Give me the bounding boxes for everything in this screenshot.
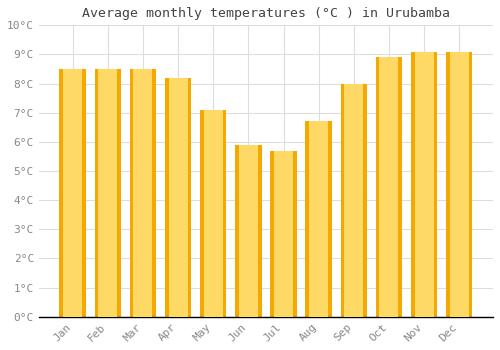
Bar — [165, 78, 191, 317]
Bar — [94, 69, 121, 317]
Bar — [450, 51, 468, 317]
Bar — [63, 69, 82, 317]
Bar — [60, 69, 86, 317]
Bar — [309, 121, 328, 317]
Bar — [204, 110, 223, 317]
Bar — [130, 69, 156, 317]
Bar — [168, 78, 188, 317]
Bar — [274, 150, 293, 317]
Bar — [239, 145, 258, 317]
Bar — [414, 51, 434, 317]
Bar — [411, 51, 438, 317]
Bar — [340, 84, 367, 317]
Bar — [270, 150, 296, 317]
Bar — [235, 145, 262, 317]
Bar — [98, 69, 117, 317]
Bar — [134, 69, 152, 317]
Bar — [306, 121, 332, 317]
Bar — [446, 51, 472, 317]
Bar — [200, 110, 226, 317]
Bar — [344, 84, 364, 317]
Bar — [380, 57, 398, 317]
Bar — [376, 57, 402, 317]
Title: Average monthly temperatures (°C ) in Urubamba: Average monthly temperatures (°C ) in Ur… — [82, 7, 450, 20]
